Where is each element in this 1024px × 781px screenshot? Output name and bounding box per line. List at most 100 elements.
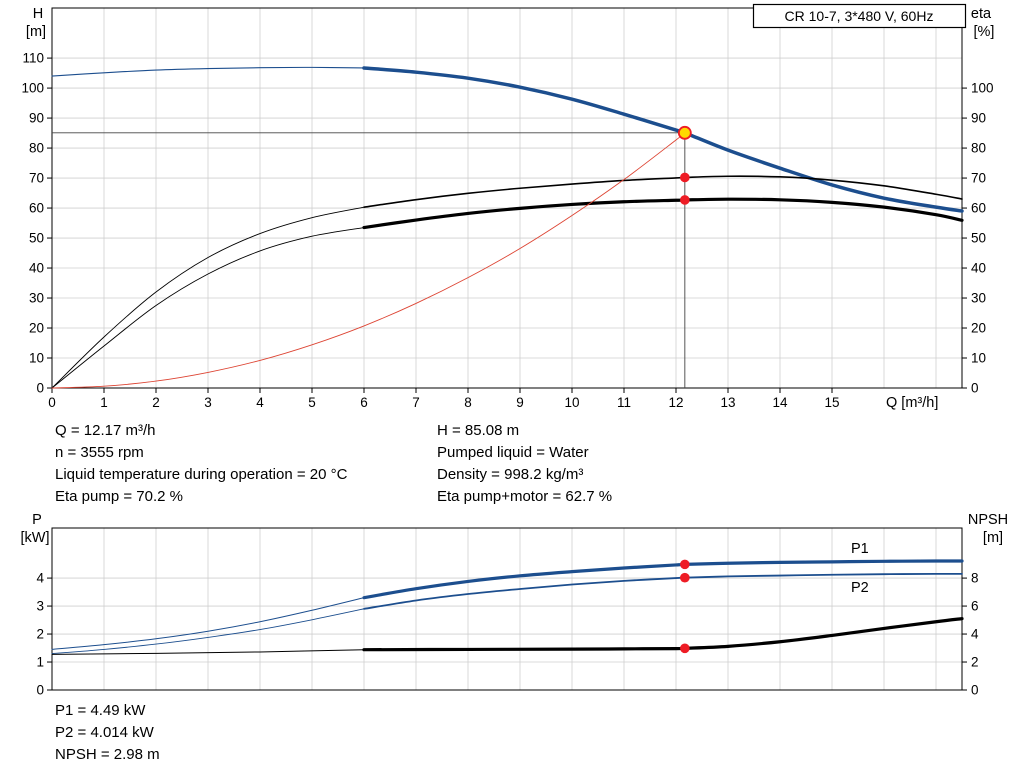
svg-text:0: 0 — [36, 683, 44, 698]
annotation-line: Density = 998.2 kg/m³ — [437, 466, 584, 483]
axis-ticks: 0102030405060708090100110010203040506070… — [21, 51, 993, 410]
result-annotations: P1 = 4.49 kW P2 = 4.014 kW NPSH = 2.98 m — [55, 700, 160, 766]
p2-curve-label: P2 — [851, 580, 869, 596]
svg-text:5: 5 — [308, 395, 316, 410]
annotation-line: H = 85.08 m — [437, 422, 520, 439]
svg-text:2: 2 — [36, 627, 44, 642]
svg-text:3: 3 — [36, 599, 44, 614]
gridlines — [52, 528, 962, 690]
eta-pump-curve — [363, 175, 963, 208]
gridlines — [52, 8, 962, 388]
plot-frame — [51, 527, 963, 691]
axis-ticks: 0 1 2 3 4 0 2 4 6 8 — [36, 571, 979, 698]
svg-text:10: 10 — [971, 351, 986, 366]
svg-text:100: 100 — [971, 81, 994, 96]
system-curve — [51, 132, 686, 389]
p-axis-unit-label: [kW] — [21, 530, 50, 546]
head-curve-thin — [51, 66, 365, 77]
pump-model-label: CR 10-7, 3*480 V, 60Hz — [785, 8, 934, 24]
annotation-line: Eta pump = 70.2 % — [55, 488, 183, 505]
p1-curve-label: P1 — [851, 541, 869, 557]
svg-text:14: 14 — [772, 395, 788, 410]
annotation-line: P2 = 4.014 kW — [55, 724, 154, 741]
svg-text:6: 6 — [971, 599, 979, 614]
svg-text:40: 40 — [971, 261, 986, 276]
annotation-line: P1 = 4.49 kW — [55, 702, 146, 719]
svg-text:0: 0 — [971, 381, 979, 396]
top-chart: 0102030405060708090100110010203040506070… — [21, 7, 994, 410]
head-curve — [362, 66, 964, 213]
h-axis-unit-label: [m] — [26, 24, 46, 40]
svg-text:0: 0 — [48, 395, 56, 410]
npsh-axis-unit-label: [m] — [983, 530, 1003, 546]
svg-text:3: 3 — [204, 395, 212, 410]
eta-pump-motor-curve — [362, 197, 964, 230]
svg-text:50: 50 — [971, 231, 986, 246]
svg-text:4: 4 — [971, 627, 979, 642]
svg-text:12: 12 — [668, 395, 683, 410]
svg-text:70: 70 — [29, 171, 44, 186]
svg-text:1: 1 — [100, 395, 108, 410]
eta-axis-label: eta — [971, 6, 992, 22]
bottom-chart: 0 1 2 3 4 0 2 4 6 8 — [36, 527, 979, 698]
svg-text:10: 10 — [29, 351, 44, 366]
svg-text:2: 2 — [971, 655, 979, 670]
svg-text:1: 1 — [36, 655, 44, 670]
svg-text:13: 13 — [720, 395, 735, 410]
annotation-line: Q = 12.17 m³/h — [55, 422, 156, 439]
svg-text:11: 11 — [617, 395, 631, 410]
svg-text:90: 90 — [971, 111, 986, 126]
svg-text:80: 80 — [971, 141, 986, 156]
svg-text:4: 4 — [256, 395, 264, 410]
pump-model-box — [752, 3, 967, 29]
svg-text:60: 60 — [971, 201, 986, 216]
annotation-line: Eta pump+motor = 62.7 % — [437, 488, 613, 505]
q-axis-label: Q [m³/h] — [886, 395, 938, 411]
svg-text:8: 8 — [971, 571, 979, 586]
svg-text:50: 50 — [29, 231, 44, 246]
p2-point — [680, 572, 690, 583]
svg-text:10: 10 — [564, 395, 579, 410]
annotation-line: NPSH = 2.98 m — [55, 746, 160, 763]
duty-point-marker — [677, 125, 692, 140]
svg-text:100: 100 — [21, 81, 44, 96]
svg-text:90: 90 — [29, 111, 44, 126]
annotation-line: Pumped liquid = Water — [437, 444, 589, 461]
svg-text:30: 30 — [29, 291, 44, 306]
annotation-line: n = 3555 rpm — [55, 444, 144, 461]
svg-text:70: 70 — [971, 171, 986, 186]
eta-pump-motor-point — [680, 195, 690, 205]
svg-text:20: 20 — [971, 321, 986, 336]
eta-pump-point — [680, 172, 690, 183]
eta-axis-unit-label: [%] — [974, 24, 995, 40]
svg-text:60: 60 — [29, 201, 44, 216]
plot-frame — [51, 7, 963, 389]
p2-curve-thin — [51, 608, 365, 655]
h-axis-label: H — [33, 6, 43, 22]
npsh-axis-label: NPSH — [968, 512, 1008, 528]
svg-text:0: 0 — [971, 683, 979, 698]
p2-curve — [363, 572, 963, 610]
svg-text:6: 6 — [360, 395, 368, 410]
annotation-line: Liquid temperature during operation = 20… — [55, 466, 348, 483]
svg-text:20: 20 — [29, 321, 44, 336]
svg-text:7: 7 — [412, 395, 420, 410]
p-axis-label: P — [32, 512, 42, 528]
svg-text:40: 40 — [29, 261, 44, 276]
npsh-curve-thin — [51, 649, 365, 655]
npsh-point — [680, 643, 690, 654]
p1-curve-thin — [51, 597, 365, 650]
duty-annotations-right: H = 85.08 m Pumped liquid = Water Densit… — [437, 420, 612, 508]
svg-text:8: 8 — [464, 395, 472, 410]
svg-text:2: 2 — [152, 395, 160, 410]
duty-annotations-left: Q = 12.17 m³/h n = 3555 rpm Liquid tempe… — [55, 420, 347, 508]
svg-text:4: 4 — [36, 571, 44, 586]
svg-text:15: 15 — [824, 395, 839, 410]
svg-text:110: 110 — [22, 51, 44, 66]
svg-text:80: 80 — [29, 141, 44, 156]
svg-text:9: 9 — [516, 395, 524, 410]
eta-pump-motor-curve-thin — [51, 227, 365, 389]
eta-pump-curve-thin — [51, 206, 365, 389]
